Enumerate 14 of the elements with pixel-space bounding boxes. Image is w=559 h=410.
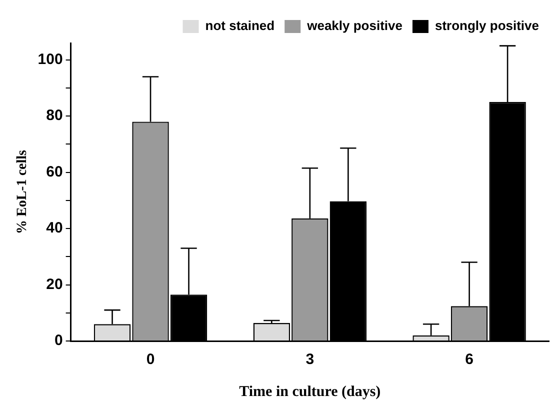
y-tick-label: 40 <box>46 220 63 237</box>
x-tick-label: 0 <box>146 351 155 368</box>
y-axis-title: % EoL-1 cells <box>15 149 30 234</box>
y-tick-label: 100 <box>38 51 63 68</box>
x-tick-label: 6 <box>465 351 474 368</box>
x-tick-label: 3 <box>306 351 314 368</box>
y-tick-label: 0 <box>54 332 63 350</box>
y-tick-label: 20 <box>46 276 63 293</box>
x-axis-title: Time in culture (days) <box>239 384 381 400</box>
y-tick-label: 60 <box>46 163 63 180</box>
legend-label: strongly positive <box>434 18 540 34</box>
legend-label: not stained <box>205 18 275 34</box>
legend-label: weakly positive <box>306 18 402 34</box>
y-tick-label: 80 <box>46 107 63 124</box>
